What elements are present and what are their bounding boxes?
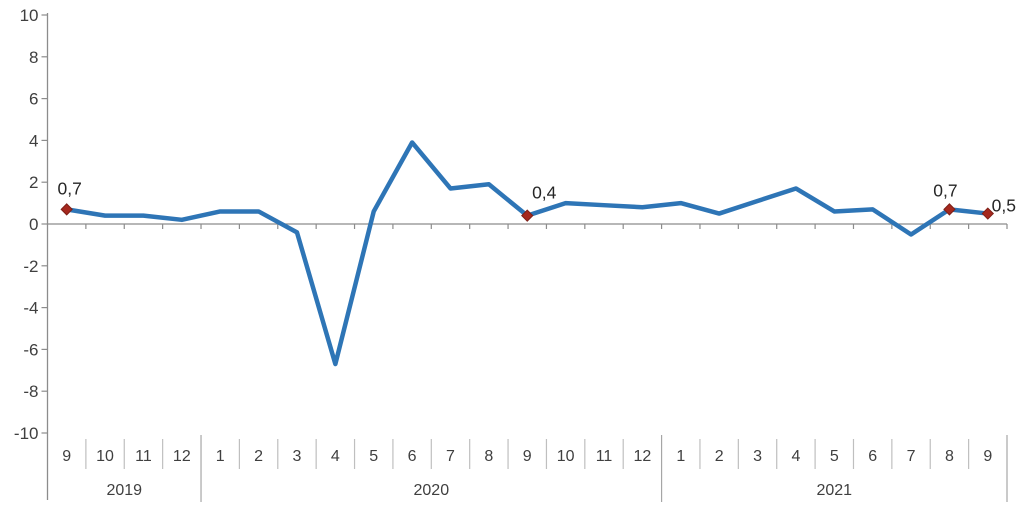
month-label: 11 <box>135 448 152 465</box>
y-axis-tick-label: -8 <box>23 382 38 401</box>
point-value-label: 0,7 <box>933 180 957 200</box>
month-label: 3 <box>753 448 762 465</box>
y-axis-tick-label: 2 <box>29 173 38 192</box>
month-label: 12 <box>173 448 191 465</box>
month-label: 4 <box>331 448 340 465</box>
month-label: 8 <box>945 448 954 465</box>
data-point-marker <box>521 209 534 222</box>
month-label: 2 <box>254 448 263 465</box>
month-label: 7 <box>446 448 455 465</box>
y-axis-tick-label: -4 <box>23 299 38 318</box>
month-label: 4 <box>791 448 800 465</box>
month-label: 10 <box>96 448 114 465</box>
month-label: 2 <box>715 448 724 465</box>
y-axis-tick-label: 4 <box>29 131 38 150</box>
y-axis-tick-label: 8 <box>29 48 38 67</box>
month-label: 9 <box>983 448 992 465</box>
point-value-label: 0,5 <box>992 196 1016 216</box>
month-label: 6 <box>868 448 877 465</box>
month-label: 11 <box>596 448 613 465</box>
month-label: 1 <box>676 448 685 465</box>
y-axis-tick-label: 6 <box>29 90 38 109</box>
point-value-label: 0,7 <box>58 178 82 198</box>
month-label: 9 <box>523 448 532 465</box>
month-label: 9 <box>62 448 71 465</box>
month-label: 5 <box>830 448 839 465</box>
month-label: 10 <box>557 448 575 465</box>
point-value-label: 0,4 <box>532 183 557 203</box>
data-point-marker <box>981 207 995 220</box>
y-axis-tick-label: -10 <box>14 424 39 443</box>
year-label: 2019 <box>106 482 142 499</box>
month-label: 3 <box>293 448 302 465</box>
month-label: 1 <box>216 448 225 465</box>
year-label: 2020 <box>414 482 450 499</box>
month-label: 5 <box>369 448 378 465</box>
month-label: 7 <box>907 448 916 465</box>
month-label: 12 <box>633 448 651 465</box>
month-label: 6 <box>408 448 417 465</box>
data-point-marker <box>60 203 73 216</box>
year-label: 2021 <box>816 482 852 499</box>
data-line <box>64 140 991 367</box>
y-axis-tick-label: 10 <box>20 6 39 25</box>
data-point-marker <box>943 203 956 216</box>
y-axis-tick-label: 0 <box>29 215 38 234</box>
month-label: 8 <box>484 448 493 465</box>
y-axis-tick-label: -6 <box>23 340 38 359</box>
y-axis-tick-label: -2 <box>23 257 38 276</box>
